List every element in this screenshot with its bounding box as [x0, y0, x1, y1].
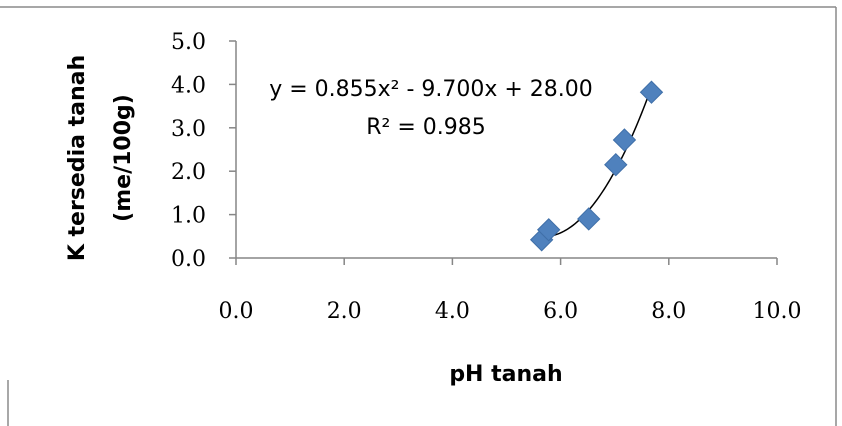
data-point-diamond	[536, 218, 561, 242]
axis-ticks	[229, 40, 778, 265]
trendline-r-squared: R² = 0.985	[366, 115, 486, 140]
y-tick-label: 1.0	[171, 204, 206, 229]
data-point-diamond	[612, 128, 637, 152]
x-tick-label: 8.0	[651, 299, 686, 324]
y-tick-label: 3.0	[171, 117, 206, 142]
trendline-equation: y = 0.855x² - 9.700x + 28.00	[269, 77, 593, 102]
y-tick-label: 4.0	[171, 73, 206, 98]
y-axis-title: K tersedia tanah (me/100g)	[65, 55, 136, 261]
y-axis-title-line-2: (me/100g)	[111, 94, 136, 222]
axis-tick-labels: 0.0 2.0 4.0 6.0 8.0 10.0 0.0 1.0 2.0 3.0 4.0 5.0	[171, 30, 801, 324]
x-tick-label: 2.0	[327, 299, 362, 324]
x-axis-title: pH tanah	[449, 362, 562, 387]
y-tick-label: 0.0	[171, 247, 206, 272]
x-tick-label: 6.0	[543, 299, 578, 324]
y-tick-label: 2.0	[171, 160, 206, 185]
data-point-diamond	[577, 207, 601, 231]
x-tick-label: 10.0	[753, 299, 802, 324]
y-axis-title-line-1: K tersedia tanah	[65, 55, 90, 261]
x-tick-label: 0.0	[219, 299, 254, 324]
data-point-diamond	[604, 152, 628, 177]
y-tick-label: 5.0	[171, 30, 206, 55]
data-point-diamond	[639, 80, 664, 104]
x-tick-label: 4.0	[435, 299, 470, 324]
trendline	[541, 84, 654, 238]
data-points	[529, 80, 664, 252]
